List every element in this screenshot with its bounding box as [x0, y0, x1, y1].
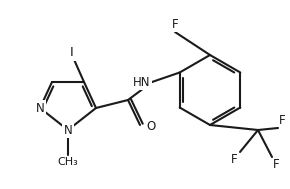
Text: CH₃: CH₃: [58, 157, 78, 167]
Text: I: I: [70, 46, 74, 60]
Text: F: F: [230, 153, 237, 166]
Text: O: O: [146, 119, 155, 132]
Text: HN: HN: [133, 75, 150, 88]
Text: N: N: [64, 123, 72, 136]
Text: N: N: [36, 101, 44, 115]
Text: F: F: [279, 114, 286, 127]
Text: F: F: [273, 158, 280, 171]
Text: F: F: [172, 18, 178, 31]
